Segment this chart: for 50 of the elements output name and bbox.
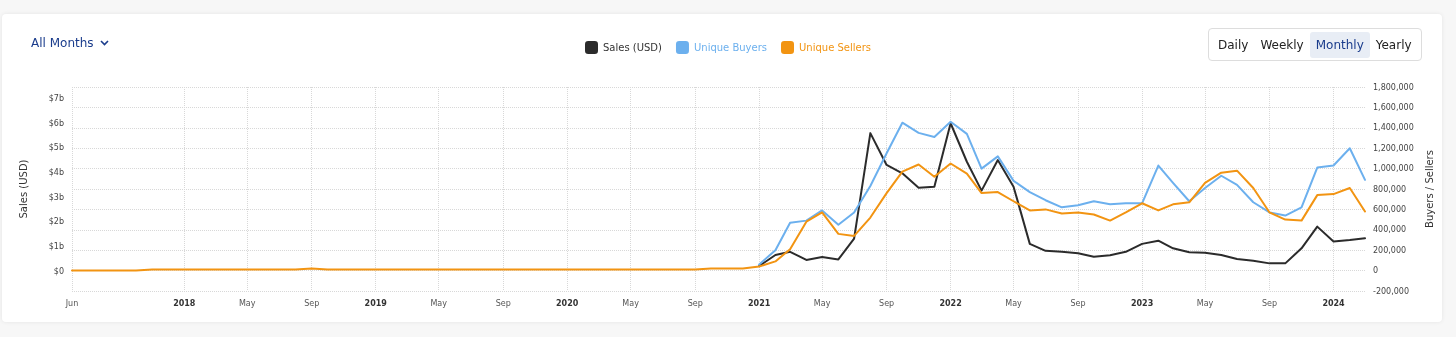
y2-tick-label: 1,200,000	[1373, 143, 1414, 153]
y-axis-title: Sales (USD)	[17, 159, 29, 219]
x-tick-label: 2024	[1322, 298, 1346, 308]
x-tick-label: Sep	[687, 298, 703, 308]
text: Monthly	[1309, 31, 1370, 58]
y2-tick-label: 1,400,000	[1373, 123, 1414, 133]
y2-tick-label: 800,000	[1373, 184, 1407, 194]
y-tick-label: $7b	[48, 93, 64, 103]
y2-tick-label: 0	[1373, 266, 1379, 276]
x-tick-label: Jun	[64, 298, 79, 308]
x-tick-label: Sep	[1261, 298, 1278, 308]
x-tick-label: May	[622, 298, 640, 308]
y2-tick-label: 400,000	[1373, 225, 1407, 235]
line-series	[71, 162, 1366, 272]
text: Yearly	[1374, 36, 1413, 54]
x-tick-label: 2019	[364, 298, 388, 308]
x-tick-label: 2022	[939, 298, 962, 308]
y-tick-label: $0	[53, 266, 64, 276]
y-tick-label: $6b	[48, 118, 64, 128]
y2-tick-label: 1,800,000	[1373, 82, 1414, 92]
y-tick-label: $2b	[48, 217, 64, 227]
y-tick-label: $4b	[48, 167, 64, 177]
x-tick-label: May	[1005, 298, 1023, 308]
legend-label: Unique Sellers	[799, 42, 871, 53]
x-tick-label: May	[430, 298, 448, 308]
legend-label: Sales (USD)	[603, 42, 663, 53]
x-tick-label: May	[1196, 298, 1214, 308]
x-tick-label: Sep	[304, 298, 320, 308]
x-tick-label: 2020	[556, 298, 579, 308]
text: Weekly	[1259, 36, 1305, 54]
legend-label: Unique Buyers	[693, 42, 768, 53]
x-tick-label: 2023	[1130, 298, 1154, 308]
y2-tick-label: 200,000	[1373, 245, 1407, 255]
x-tick-label: May	[238, 298, 256, 308]
text: All Months	[31, 36, 94, 50]
y2-axis-title: Buyers / Sellers	[1424, 150, 1436, 228]
x-tick-label: Sep	[879, 298, 895, 308]
x-tick-label: May	[813, 298, 831, 308]
y2-tick-label: 1,600,000	[1373, 102, 1414, 112]
x-tick-label: Sep	[1070, 298, 1086, 308]
x-tick-label: 2021	[748, 298, 771, 308]
x-tick-label: 2018	[173, 298, 196, 308]
text: Daily	[1217, 36, 1250, 54]
x-tick-label: Sep	[495, 298, 511, 308]
y2-tick-label: 1,000,000	[1373, 164, 1414, 174]
y-tick-label: $3b	[48, 192, 64, 202]
y2-tick-label: -200,000	[1373, 286, 1409, 296]
y2-tick-label: 600,000	[1373, 204, 1407, 214]
y-tick-label: $1b	[48, 241, 64, 251]
y-tick-label: $5b	[48, 143, 64, 153]
